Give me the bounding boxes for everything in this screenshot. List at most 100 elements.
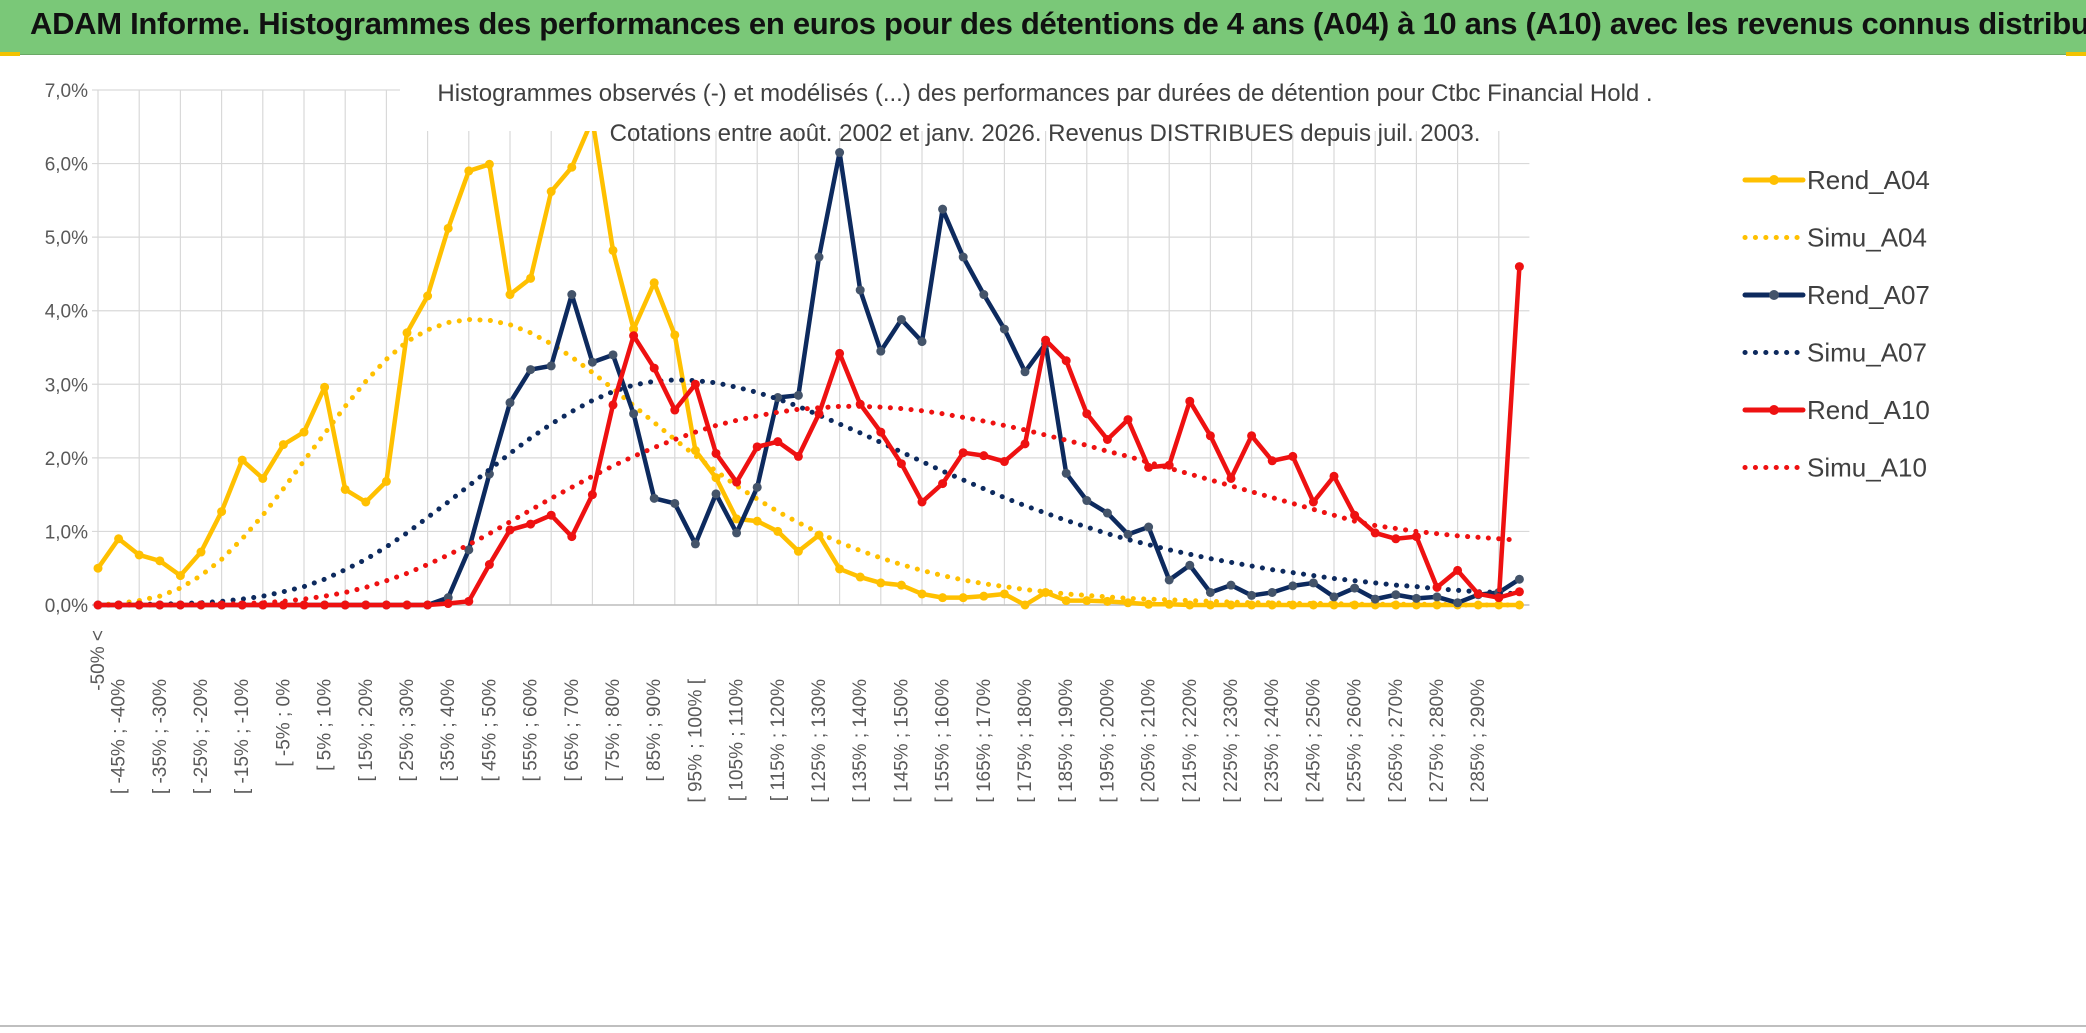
histogram-chart: 0,0%1,0%2,0%3,0%4,0%5,0%6,0%7,0% -50% <[… [45, 61, 1935, 803]
data-point [1123, 415, 1133, 425]
data-point [484, 560, 494, 570]
data-point [1123, 598, 1133, 608]
data-point [938, 479, 948, 489]
data-point [155, 556, 165, 566]
data-point [1453, 565, 1463, 575]
data-point [1247, 431, 1257, 441]
x-tick-label: [ 255% ; 260% [1345, 679, 1366, 803]
data-point [1267, 587, 1277, 597]
data-point [711, 489, 721, 499]
data-point [1432, 592, 1442, 602]
y-tick-label: 6,0% [45, 155, 88, 176]
x-tick-label: [ 285% ; 290% [1468, 679, 1489, 803]
x-tick-label: [ 95% ; 100% [ [685, 678, 706, 802]
data-point [361, 497, 371, 507]
data-point [1514, 574, 1524, 584]
data-point [629, 324, 639, 334]
data-point [979, 290, 989, 300]
series-line-simu_a07 [95, 377, 1522, 608]
y-tick-label: 3,0% [45, 375, 88, 396]
series-rend-a10 [93, 331, 1524, 610]
data-point [999, 589, 1009, 599]
data-point [1432, 582, 1442, 592]
data-point [526, 365, 536, 375]
data-point [690, 539, 700, 549]
data-point [649, 363, 659, 373]
data-point [711, 448, 721, 458]
report-title: ADAM Informe. Histogrammes des performan… [30, 6, 2086, 41]
data-point [814, 252, 824, 262]
data-point [732, 514, 742, 524]
series-rend-a04 [93, 114, 1524, 610]
legend-label-rend_a07: Rend_A07 [1807, 280, 1930, 310]
legend-marker [1769, 290, 1779, 300]
data-point [546, 187, 556, 197]
data-point [505, 525, 515, 535]
legend-label-rend_a10: Rend_A10 [1807, 395, 1930, 425]
x-tick-label: [ -25% ; -20% [191, 679, 212, 794]
legend-background [1735, 151, 1935, 526]
data-point [1185, 600, 1195, 610]
data-point [979, 591, 989, 601]
series-line-rend_a10-end [1497, 264, 1522, 593]
data-point [732, 528, 742, 538]
data-point [1164, 460, 1174, 470]
y-tick-label: 7,0% [45, 81, 88, 102]
data-point [464, 596, 474, 606]
data-point [1102, 508, 1112, 518]
data-point [958, 252, 968, 262]
data-point [299, 600, 309, 610]
x-tick-label: [ 225% ; 230% [1221, 679, 1242, 803]
data-point [1453, 598, 1463, 608]
data-point [752, 442, 762, 452]
data-point [835, 348, 845, 358]
frame-corner-right [2066, 52, 2086, 56]
data-point [752, 482, 762, 492]
data-point [1473, 589, 1483, 599]
data-point [1102, 434, 1112, 444]
data-point [526, 519, 536, 529]
data-point [1329, 592, 1339, 602]
data-point [546, 361, 556, 371]
x-tick-label: [ 275% ; 280% [1427, 679, 1448, 803]
x-tick-label: [ 265% ; 270% [1386, 679, 1407, 803]
data-point [443, 223, 453, 233]
data-point [1061, 468, 1071, 478]
data-point [1288, 451, 1298, 461]
data-point [1247, 590, 1257, 600]
x-tick-label: [ 195% ; 200% [1097, 679, 1118, 803]
data-point [1226, 580, 1236, 590]
data-point [546, 510, 556, 520]
chart-title-line1: Histogrammes observés (-) et modélisés (… [437, 80, 1652, 107]
data-point [1514, 262, 1524, 272]
data-point [629, 331, 639, 341]
data-point [1329, 471, 1339, 481]
data-point [896, 459, 906, 469]
chart-title-background [400, 61, 1690, 131]
x-tick-label: [ -35% ; -30% [150, 679, 171, 794]
data-point [649, 493, 659, 503]
data-point [381, 476, 391, 486]
chart-frame-bottom [0, 1025, 2086, 1027]
data-point [567, 532, 577, 542]
data-point [835, 564, 845, 574]
y-tick-label: 5,0% [45, 228, 88, 249]
data-point [567, 162, 577, 172]
x-tick-label: [ 75% ; 80% [603, 679, 624, 782]
chart-title-block: Histogrammes observés (-) et modélisés (… [400, 61, 1690, 147]
data-point [1082, 409, 1092, 419]
series-line-rend_a04 [95, 117, 1522, 608]
data-point [320, 382, 330, 392]
chart-title-line2: Cotations entre août. 2002 et janv. 2026… [610, 120, 1481, 147]
data-point [1205, 587, 1215, 597]
data-point [443, 599, 453, 609]
x-tick-label: [ 145% ; 150% [891, 679, 912, 803]
x-tick-label: [ 25% ; 30% [397, 679, 418, 782]
data-point [855, 285, 865, 295]
legend-marker [1769, 405, 1779, 415]
data-point [1020, 600, 1030, 610]
data-point [773, 526, 783, 536]
data-point [670, 405, 680, 415]
data-point [732, 477, 742, 487]
data-point [835, 148, 845, 158]
